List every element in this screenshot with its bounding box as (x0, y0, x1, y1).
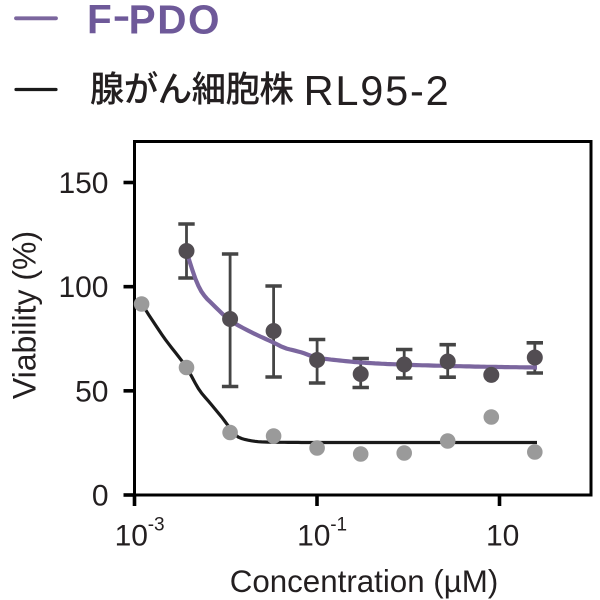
svg-text:PDO: PDO (129, 0, 222, 43)
svg-text:Viability (%): Viability (%) (7, 231, 43, 399)
svg-text:RL95-2: RL95-2 (304, 67, 451, 114)
svg-text:Concentration (µM): Concentration (µM) (230, 564, 499, 599)
svg-text:0: 0 (92, 480, 109, 513)
svg-text:-3: -3 (148, 515, 165, 536)
svg-text:50: 50 (75, 375, 108, 408)
svg-text:-1: -1 (330, 515, 347, 536)
svg-text:100: 100 (58, 271, 108, 304)
svg-text:10: 10 (297, 520, 330, 553)
svg-text:10: 10 (486, 520, 519, 553)
svg-text:10: 10 (115, 520, 148, 553)
svg-text:150: 150 (58, 167, 108, 200)
svg-text:F: F (87, 0, 112, 43)
